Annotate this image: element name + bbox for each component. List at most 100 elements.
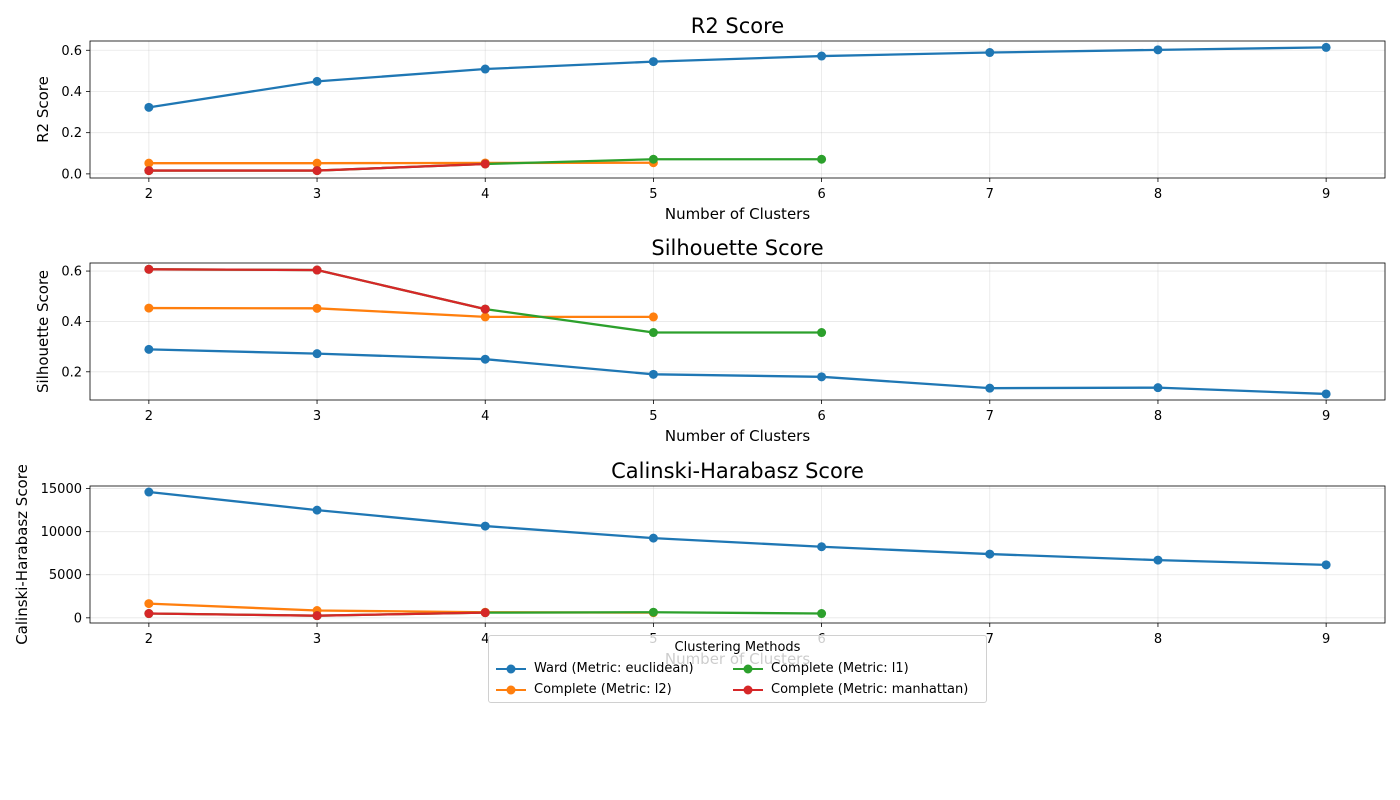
series-complete-metric-manhattan <box>144 264 490 314</box>
data-point <box>480 64 490 74</box>
data-point <box>312 265 322 275</box>
x-tick-label: 6 <box>817 187 825 202</box>
series-complete-metric-manhattan <box>144 159 490 176</box>
legend-label: Complete (Metric: l2) <box>534 682 672 697</box>
data-point <box>1321 389 1331 399</box>
x-tick-label: 3 <box>313 187 321 202</box>
x-tick-label: 3 <box>313 632 321 647</box>
data-point <box>817 542 827 552</box>
data-point <box>144 102 154 112</box>
data-point <box>144 166 154 176</box>
series-ward-metric-euclidean <box>144 42 1331 112</box>
y-tick-label: 0.2 <box>61 365 82 380</box>
series-ward-metric-euclidean <box>144 487 1331 570</box>
x-tick-label: 7 <box>986 632 994 647</box>
data-point <box>312 303 322 313</box>
data-point <box>144 158 154 168</box>
y-tick-label: 0.0 <box>61 167 82 182</box>
legend-marker-complete-l1 <box>733 664 763 674</box>
data-point <box>480 312 490 322</box>
x-tick-label: 9 <box>1322 409 1330 424</box>
legend-label: Complete (Metric: l1) <box>771 661 909 676</box>
x-tick-label: 3 <box>313 409 321 424</box>
data-point <box>1321 560 1331 570</box>
y-axis-label: Calinski-Harabasz Score <box>13 464 31 645</box>
legend-dot <box>506 664 516 674</box>
x-tick-label: 9 <box>1322 632 1330 647</box>
legend-marker-complete-l2 <box>496 685 526 695</box>
y-tick-label: 15000 <box>41 482 82 497</box>
data-point <box>648 369 658 379</box>
x-tick-label: 4 <box>481 632 489 647</box>
series-complete-metric-manhattan <box>144 608 490 621</box>
x-tick-label: 8 <box>1154 632 1162 647</box>
y-tick-label: 0 <box>74 611 82 626</box>
data-point <box>480 159 490 169</box>
data-point <box>312 76 322 86</box>
y-tick-label: 0.4 <box>61 85 82 100</box>
x-tick-label: 2 <box>145 187 153 202</box>
legend-title: Clustering Methods <box>674 640 801 655</box>
x-tick-label: 2 <box>145 632 153 647</box>
data-point <box>480 608 490 618</box>
x-tick-label: 7 <box>986 187 994 202</box>
x-tick-label: 8 <box>1154 187 1162 202</box>
data-point <box>480 521 490 531</box>
data-point <box>1153 555 1163 565</box>
x-axis-label: Number of Clusters <box>665 205 810 223</box>
data-point <box>817 154 827 164</box>
chart-title: R2 Score <box>691 14 784 38</box>
x-tick-label: 5 <box>649 187 657 202</box>
data-point <box>648 57 658 67</box>
series-line <box>147 306 655 319</box>
data-point <box>144 303 154 313</box>
data-point <box>312 349 322 359</box>
data-point <box>312 158 322 168</box>
y-tick-label: 10000 <box>41 525 82 540</box>
data-point <box>480 304 490 314</box>
data-point <box>648 154 658 164</box>
data-point <box>817 328 827 338</box>
chart-panel-silhouette-score: 2 3 4 5 6 7 8 9 0.2 0.4 0.6 Silhouette Score Number … <box>34 236 1386 445</box>
plot-frame <box>89 40 1386 179</box>
series-line <box>147 46 1328 109</box>
data-point <box>144 264 154 274</box>
data-point <box>817 51 827 61</box>
data-point <box>312 505 322 515</box>
chart-title: Calinski-Harabasz Score <box>611 459 864 483</box>
data-point <box>648 533 658 543</box>
x-tick-label: 9 <box>1322 187 1330 202</box>
plot-frame <box>89 262 1386 401</box>
y-tick-label: 0.6 <box>61 265 82 280</box>
data-point <box>312 166 322 176</box>
data-point <box>985 549 995 559</box>
series-line <box>147 490 1328 566</box>
x-tick-label: 6 <box>817 409 825 424</box>
x-axis-label: Number of Clusters <box>665 427 810 445</box>
x-tick-label: 7 <box>986 409 994 424</box>
x-tick-label: 8 <box>1154 409 1162 424</box>
data-point <box>648 607 658 617</box>
series-complete-metric-l2 <box>144 303 658 322</box>
data-point <box>648 312 658 322</box>
data-point <box>1153 383 1163 393</box>
legend-label: Ward (Metric: euclidean) <box>534 661 694 676</box>
chart-panel-r2-score: 2 3 4 5 6 7 8 9 0.0 0.2 0.4 0.6 R2 Score Number of Cl… <box>34 14 1386 223</box>
data-point <box>144 344 154 354</box>
data-point <box>985 383 995 393</box>
legend-dot <box>506 685 516 695</box>
data-point <box>648 328 658 338</box>
data-point <box>985 48 995 58</box>
data-point <box>144 609 154 619</box>
x-tick-label: 2 <box>145 409 153 424</box>
data-point <box>1153 45 1163 55</box>
y-axis-label: R2 Score <box>34 76 52 143</box>
legend: Clustering Methods Ward (Metric: euclide… <box>488 635 987 703</box>
data-point <box>144 487 154 497</box>
series-ward-metric-euclidean <box>144 344 1331 399</box>
data-point <box>817 609 827 619</box>
y-tick-label: 0.2 <box>61 126 82 141</box>
data-point <box>480 354 490 364</box>
y-tick-label: 0.4 <box>61 315 82 330</box>
